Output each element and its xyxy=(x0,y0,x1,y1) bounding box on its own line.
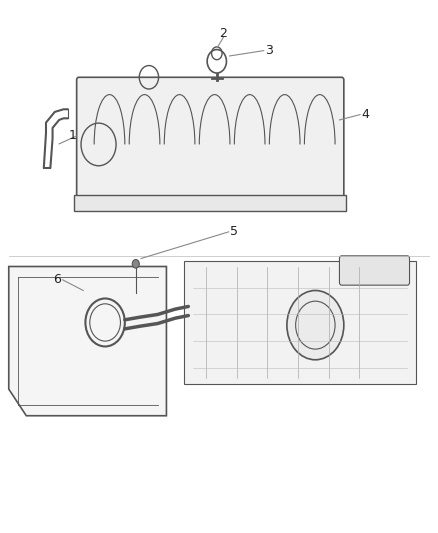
Circle shape xyxy=(132,260,139,268)
Text: 5: 5 xyxy=(230,225,238,238)
Text: 4: 4 xyxy=(362,108,370,121)
FancyBboxPatch shape xyxy=(77,77,344,200)
Circle shape xyxy=(287,290,344,360)
Text: 1: 1 xyxy=(68,130,76,142)
Text: 2: 2 xyxy=(219,27,227,39)
PathPatch shape xyxy=(184,261,416,384)
Bar xyxy=(74,195,346,211)
FancyBboxPatch shape xyxy=(339,256,410,285)
Text: 6: 6 xyxy=(53,273,61,286)
PathPatch shape xyxy=(9,266,166,416)
Text: 3: 3 xyxy=(265,44,273,57)
